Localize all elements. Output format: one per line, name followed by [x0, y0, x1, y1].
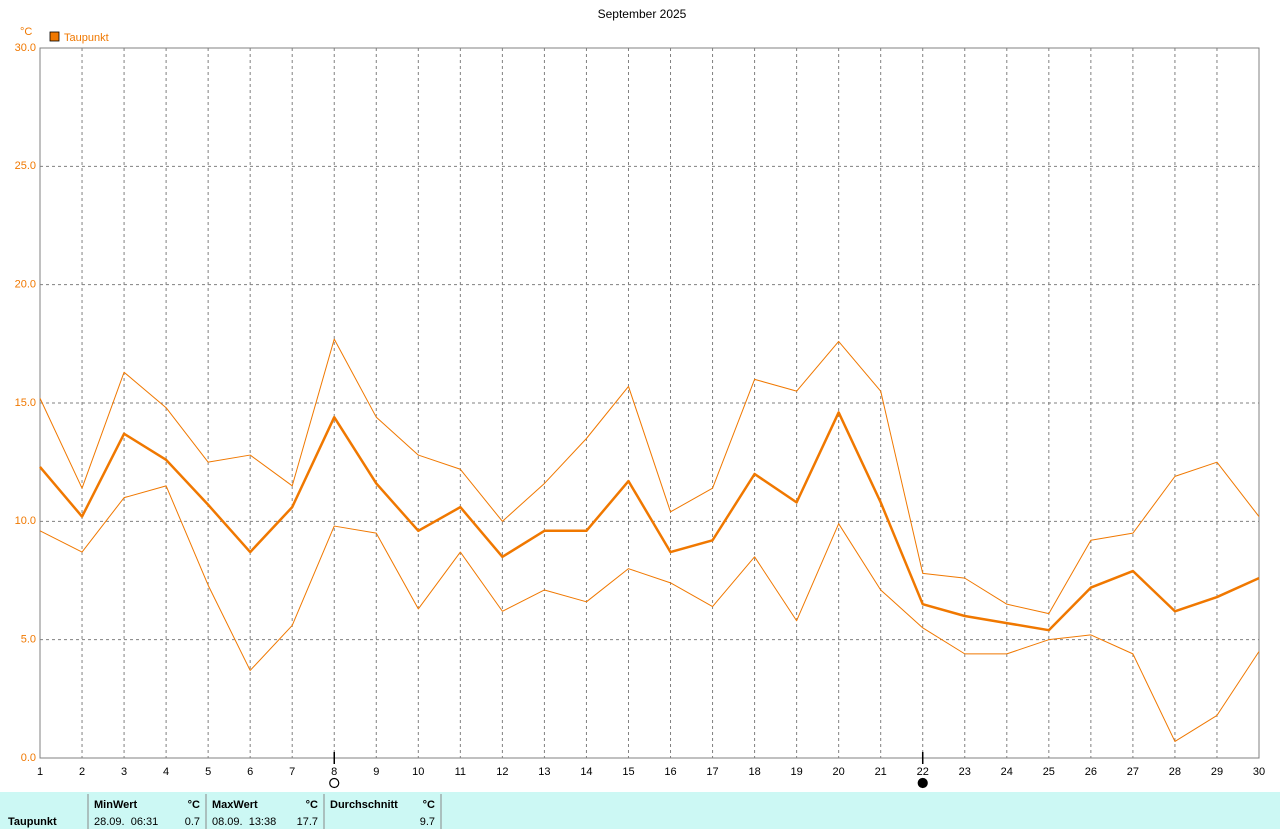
- x-tick-label: 12: [496, 766, 508, 778]
- column-value: 17.7: [297, 816, 318, 828]
- x-tick-label: 1: [37, 766, 43, 778]
- x-tick-label: 13: [538, 766, 550, 778]
- column-unit: °C: [188, 799, 200, 811]
- column-header: MinWert: [94, 799, 138, 811]
- y-tick-label: 25.0: [15, 160, 36, 172]
- x-tick-label: 10: [412, 766, 424, 778]
- x-tick-label: 9: [373, 766, 379, 778]
- x-tick-label: 11: [455, 766, 466, 778]
- x-tick-label: 16: [664, 766, 676, 778]
- x-tick-label: 25: [1043, 766, 1055, 778]
- column-when: 08.09. 13:38: [212, 816, 276, 828]
- x-tick-label: 6: [247, 766, 253, 778]
- plot-frame: [39, 47, 1260, 759]
- column-unit: °C: [423, 799, 435, 811]
- x-tick-label: 18: [748, 766, 760, 778]
- column-unit: °C: [306, 799, 318, 811]
- legend-label: Taupunkt: [64, 32, 109, 44]
- y-tick-label: 0.0: [21, 752, 36, 764]
- x-tick-label: 21: [875, 766, 887, 778]
- series-line: [39, 338, 1260, 615]
- column-when: 28.09. 06:31: [94, 816, 158, 828]
- x-tick-label: 20: [833, 766, 845, 778]
- moon-marker: [917, 777, 928, 789]
- column-value: 0.7: [185, 816, 200, 828]
- series-line: [39, 411, 1260, 632]
- x-tick-label: 19: [790, 766, 802, 778]
- chart-title: September 2025: [598, 7, 687, 21]
- x-tick-label: 17: [706, 766, 718, 778]
- y-tick-label: 5.0: [21, 634, 36, 646]
- legend-swatch: [49, 31, 60, 42]
- x-tick-label: 14: [580, 766, 592, 778]
- x-tick-label: 8: [331, 766, 337, 778]
- row-label: Taupunkt: [8, 816, 57, 828]
- column-header: MaxWert: [212, 799, 258, 811]
- x-tick-label: 27: [1127, 766, 1139, 778]
- x-tick-label: 3: [121, 766, 127, 778]
- series-line: [39, 485, 1260, 742]
- x-tick-label: 28: [1169, 766, 1181, 778]
- table-band: [0, 792, 1280, 829]
- column-header: Durchschnitt: [330, 799, 398, 811]
- y-unit: °C: [20, 26, 32, 38]
- x-tick-label: 29: [1211, 766, 1223, 778]
- x-tick-label: 26: [1085, 766, 1097, 778]
- x-tick-label: 24: [1001, 766, 1013, 778]
- x-tick-label: 7: [289, 766, 295, 778]
- y-tick-label: 20.0: [15, 279, 36, 291]
- moon-marker: [329, 777, 340, 789]
- x-tick-label: 22: [917, 766, 929, 778]
- y-tick-label: 30.0: [15, 42, 36, 54]
- column-value: 9.7: [420, 816, 435, 828]
- y-tick-label: 10.0: [15, 515, 36, 527]
- x-tick-label: 2: [79, 766, 85, 778]
- x-tick-label: 15: [622, 766, 634, 778]
- y-tick-label: 15.0: [15, 397, 36, 409]
- x-tick-label: 4: [163, 766, 169, 778]
- x-tick-label: 5: [205, 766, 211, 778]
- x-tick-label: 30: [1253, 766, 1265, 778]
- x-tick-label: 23: [959, 766, 971, 778]
